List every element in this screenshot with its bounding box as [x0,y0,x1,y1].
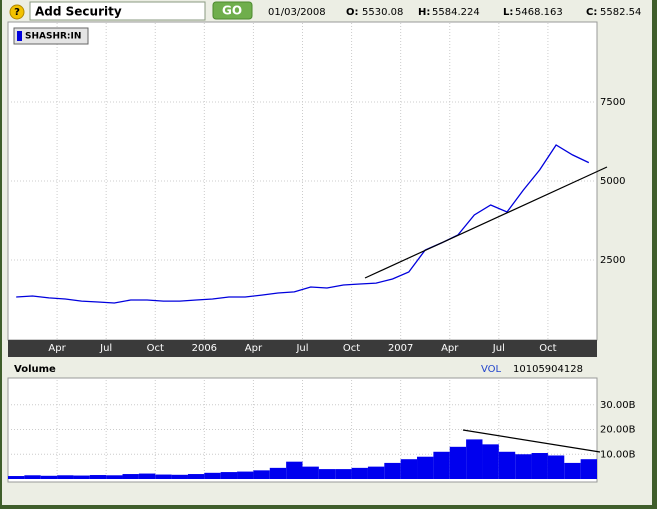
volume-bar [57,475,74,479]
volume-bar [351,467,368,479]
quote-label: L: [503,7,513,18]
volume-bar [564,462,581,479]
volume-bar [269,467,287,479]
volume-bar [433,451,450,479]
x-tick-label: Jul [99,343,112,354]
volume-bar [73,475,90,479]
volume-bar [237,471,254,479]
quote-value: 5468.163 [515,7,563,18]
trend-line [364,166,608,279]
volume-bar [171,474,188,479]
volume-bar [253,470,270,479]
volume-bar [466,439,483,479]
quote-label: C: [586,7,597,18]
volume-bar [498,451,516,479]
quote-value: 5530.08 [362,7,403,18]
go-button[interactable] [212,1,253,20]
volume-bar [187,474,205,479]
price-line [16,144,590,304]
volume-title: Volume [14,364,56,375]
volume-bar [204,472,221,479]
volume-bar [417,456,434,479]
volume-bar [384,462,401,479]
x-tick-label: Oct [343,343,360,354]
volume-bar [482,444,499,479]
volume-bar [106,475,123,479]
x-axis-bar [8,340,597,357]
volume-bar [400,459,418,479]
volume-bar [580,459,597,479]
x-tick-label: 2007 [388,343,413,354]
legend-label: SHASHR:IN [25,32,81,42]
help-text: ? [14,7,20,18]
volume-bar [449,446,467,479]
volume-bar [367,466,385,479]
volume-bar [286,461,303,479]
volume-bar [138,473,156,479]
x-tick-label: Jul [295,343,308,354]
y-tick-label: 2500 [600,255,625,266]
trend-line [462,429,601,453]
quote-label: H: [418,7,430,18]
y-tick-label: 10.00B [600,449,636,460]
volume-bar [547,455,565,479]
y-tick-label: 5000 [600,176,625,187]
quote-value: 5582.54 [600,7,641,18]
quote-value: 5584.224 [432,7,480,18]
x-tick-label: Jul [492,343,505,354]
x-tick-label: 2006 [192,343,217,354]
volume-bar [89,475,107,479]
search-input[interactable] [29,1,206,21]
y-tick-label: 20.00B [600,425,636,436]
x-tick-label: Apr [441,343,459,354]
volume-bar [515,454,532,479]
help-icon[interactable] [9,4,25,20]
volume-bar [8,476,25,479]
volume-bar [302,466,319,479]
legend-swatch [17,31,22,41]
quote-label: O: [346,7,359,18]
y-tick-label: 7500 [600,97,625,108]
volume-bar [531,453,548,479]
indicator-label: VOL [481,364,502,375]
legend-box [13,27,89,45]
search-text: Add Security [35,5,122,19]
volume-bar [40,475,58,479]
volume-bar [24,475,41,479]
y-tick-label: 30.00B [600,400,636,411]
x-tick-label: Apr [245,343,263,354]
indicator-value: 10105904128 [513,364,583,375]
x-tick-label: Oct [147,343,164,354]
x-tick-label: Apr [48,343,66,354]
volume-bar [155,474,172,479]
x-tick-label: Oct [539,343,556,354]
volume-bar [122,474,139,479]
volume-bar [335,469,352,479]
quote-date: 01/03/2008 [268,7,326,18]
volume-bar [220,472,238,479]
volume-bar [318,469,336,479]
go-text: GO [222,4,242,18]
